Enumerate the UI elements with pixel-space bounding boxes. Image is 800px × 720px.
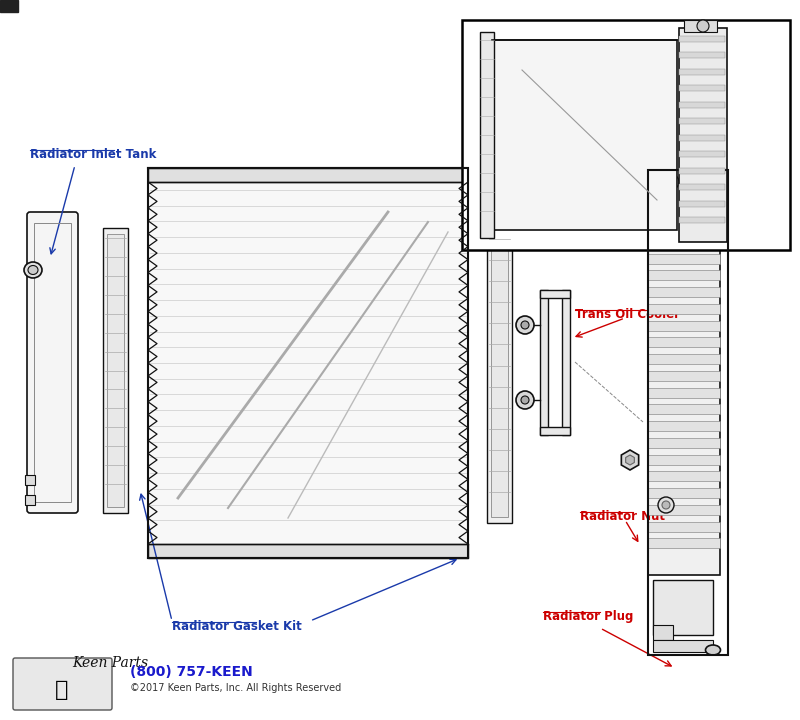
Bar <box>648 539 720 548</box>
Circle shape <box>697 20 709 32</box>
Bar <box>648 472 720 481</box>
Bar <box>679 201 725 207</box>
Bar <box>25 475 35 485</box>
Bar <box>648 421 720 431</box>
FancyBboxPatch shape <box>27 212 78 513</box>
Bar <box>648 404 720 414</box>
Circle shape <box>662 501 670 509</box>
Bar <box>648 320 720 330</box>
Bar <box>648 438 720 448</box>
Bar <box>648 488 720 498</box>
Bar <box>648 287 720 297</box>
Bar <box>480 32 494 238</box>
Bar <box>679 36 725 42</box>
Bar <box>679 102 725 108</box>
Bar <box>648 387 720 397</box>
Circle shape <box>658 497 674 513</box>
FancyBboxPatch shape <box>13 658 112 710</box>
Bar <box>648 210 720 575</box>
Bar <box>648 237 720 247</box>
Ellipse shape <box>657 173 679 191</box>
Bar <box>107 234 124 507</box>
Bar <box>648 337 720 347</box>
Bar <box>540 290 570 298</box>
Text: 🏎: 🏎 <box>55 680 69 700</box>
Ellipse shape <box>24 262 42 278</box>
Bar <box>679 69 725 75</box>
Bar <box>679 53 725 58</box>
Bar <box>656 170 712 215</box>
Bar <box>648 253 720 264</box>
Bar <box>492 40 677 230</box>
Text: Radiator Inlet Tank: Radiator Inlet Tank <box>30 148 156 161</box>
Bar <box>487 208 512 523</box>
Bar <box>148 544 468 558</box>
Bar <box>25 495 35 505</box>
Circle shape <box>516 391 534 409</box>
Circle shape <box>516 316 534 334</box>
Bar <box>648 521 720 531</box>
Bar <box>653 580 713 635</box>
Bar <box>34 223 71 502</box>
Bar <box>648 354 720 364</box>
Text: Radiator Plug: Radiator Plug <box>543 610 634 623</box>
Circle shape <box>521 396 529 404</box>
Text: Radiator: Radiator <box>467 50 524 63</box>
Bar <box>684 20 717 32</box>
Bar <box>679 151 725 157</box>
Bar <box>540 290 548 435</box>
Bar <box>679 168 725 174</box>
Bar <box>648 505 720 515</box>
Bar <box>491 214 508 517</box>
Bar <box>653 640 713 652</box>
Bar <box>679 135 725 141</box>
Bar <box>648 371 720 381</box>
Text: Keen Parts: Keen Parts <box>72 656 148 670</box>
Bar <box>103 228 128 513</box>
Bar <box>148 168 468 182</box>
Bar <box>679 28 727 242</box>
Text: Radiator Nut: Radiator Nut <box>580 510 665 523</box>
Bar <box>540 427 570 435</box>
Bar <box>679 184 725 190</box>
Text: (800) 757-KEEN: (800) 757-KEEN <box>130 665 253 679</box>
Text: ©2017 Keen Parts, Inc. All Rights Reserved: ©2017 Keen Parts, Inc. All Rights Reserv… <box>130 683 342 693</box>
Bar <box>562 290 570 435</box>
Ellipse shape <box>706 645 721 655</box>
Text: Radiator Gasket Kit: Radiator Gasket Kit <box>467 75 597 88</box>
Bar <box>679 217 725 223</box>
Bar <box>462 20 790 250</box>
Text: Trans Oil Cooler: Trans Oil Cooler <box>575 308 680 321</box>
Bar <box>648 454 720 464</box>
Ellipse shape <box>28 266 38 274</box>
Bar <box>648 220 720 230</box>
Bar <box>648 304 720 314</box>
Bar <box>679 118 725 125</box>
Text: Radiator Gasket Kit: Radiator Gasket Kit <box>172 620 302 633</box>
Bar <box>648 270 720 280</box>
Bar <box>648 170 728 655</box>
Bar <box>679 86 725 91</box>
Bar <box>30 215 75 510</box>
Bar <box>653 625 673 640</box>
Bar <box>148 168 468 558</box>
Bar <box>0 0 18 12</box>
Bar <box>148 182 468 544</box>
Circle shape <box>521 321 529 329</box>
